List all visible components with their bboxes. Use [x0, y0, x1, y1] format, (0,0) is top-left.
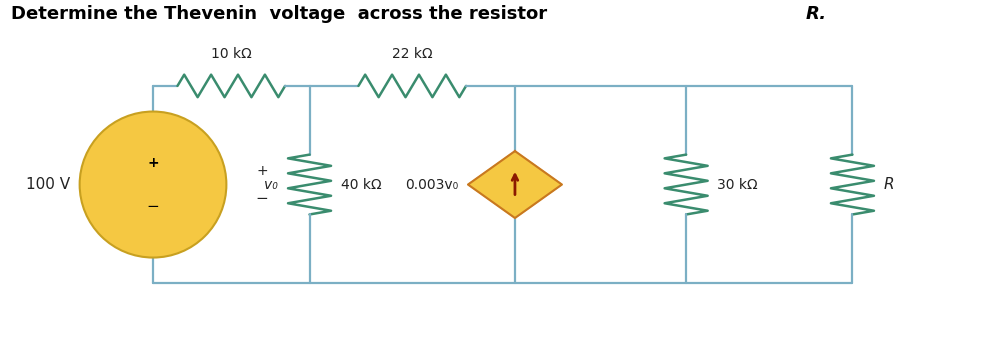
Text: 30 kΩ: 30 kΩ: [717, 178, 758, 192]
Text: 0.003v₀: 0.003v₀: [405, 178, 458, 192]
Text: +: +: [257, 164, 269, 178]
Ellipse shape: [79, 111, 227, 257]
Text: R: R: [884, 177, 895, 192]
Text: R.: R.: [805, 5, 827, 23]
Text: 10 kΩ: 10 kΩ: [211, 47, 252, 61]
Text: −: −: [146, 199, 159, 214]
Text: +: +: [147, 155, 159, 170]
Text: 40 kΩ: 40 kΩ: [340, 178, 382, 192]
Polygon shape: [468, 151, 562, 218]
Text: Determine the Thevenin  voltage  across the resistor: Determine the Thevenin voltage across th…: [11, 5, 553, 23]
Text: −: −: [256, 191, 269, 206]
Text: 22 kΩ: 22 kΩ: [392, 47, 433, 61]
Text: 100 V: 100 V: [26, 177, 70, 192]
Text: v₀: v₀: [264, 178, 279, 192]
